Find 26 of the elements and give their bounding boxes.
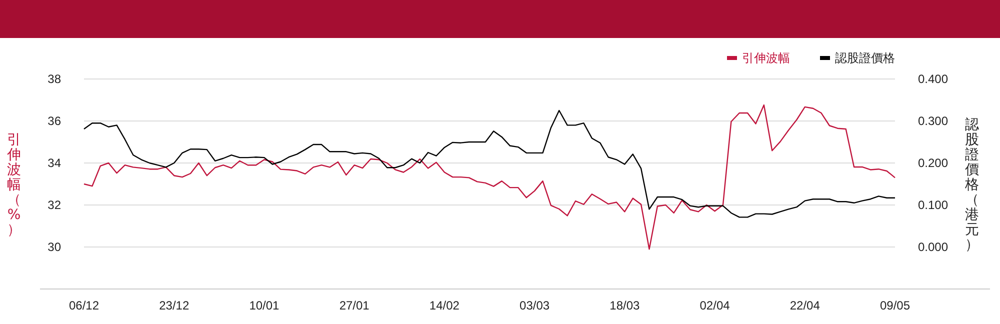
legend-label: 引伸波幅 <box>742 51 790 65</box>
y2-tick-label: 0.400 <box>918 72 948 86</box>
y2-tick-label: 0.000 <box>918 240 948 254</box>
y-tick-label: 36 <box>48 114 62 128</box>
x-tick-label: 06/12 <box>68 298 100 313</box>
line-series <box>83 110 896 218</box>
x-tick-label: 10/01 <box>249 298 280 313</box>
y-tick-label: 34 <box>48 156 62 170</box>
x-tick-label: 27/01 <box>339 298 370 313</box>
y2-tick-label: 0.300 <box>918 114 948 128</box>
x-tick-label: 09/05 <box>880 298 910 313</box>
line-series <box>83 104 896 250</box>
y-tick-label: 32 <box>48 198 62 212</box>
legend-label: 認股證價格 <box>835 51 895 65</box>
x-tick-label: 23/12 <box>159 298 190 313</box>
x-tick-label: 03/03 <box>520 298 550 313</box>
y2-tick-label: 0.200 <box>918 156 948 170</box>
y-tick-label: 38 <box>48 72 62 86</box>
y-axis-title: 引伸波幅（%） <box>6 132 21 238</box>
y-tick-label: 30 <box>48 240 62 254</box>
text: 認股證價格（港元） <box>965 117 979 253</box>
x-tick-label: 18/03 <box>610 298 640 313</box>
x-tick-label: 22/04 <box>790 298 820 313</box>
y2-tick-label: 0.100 <box>918 198 948 212</box>
x-tick-label: 14/02 <box>429 298 460 313</box>
x-tick-label: 02/04 <box>700 298 730 313</box>
